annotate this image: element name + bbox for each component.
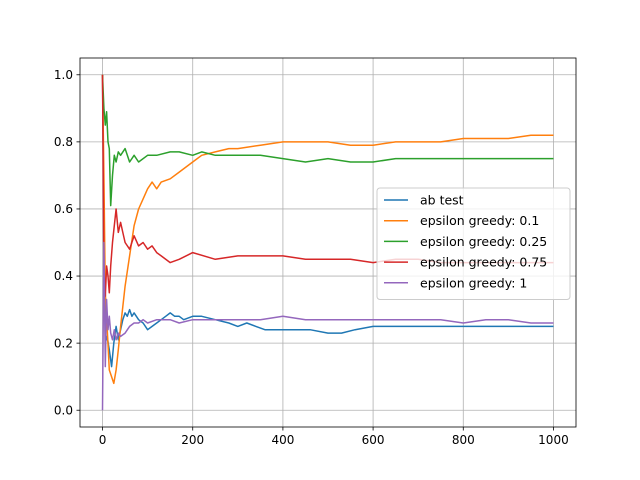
y-tick-label: 0.2 <box>54 336 73 350</box>
y-tick-label: 0.8 <box>54 135 73 149</box>
legend-label: epsilon greedy: 0.1 <box>420 213 539 228</box>
y-tick-label: 1.0 <box>54 68 73 82</box>
x-tick-label: 0 <box>99 433 107 447</box>
series-line-2 <box>101 74 554 207</box>
legend: ab test epsilon greedy: 0.1 epsilon greedy… <box>376 187 571 300</box>
legend-label: ab test <box>420 193 464 208</box>
x-tick-label: 200 <box>181 433 204 447</box>
x-tick-label: 400 <box>271 433 294 447</box>
y-tick-label: 0.0 <box>54 403 73 417</box>
legend-label: epsilon greedy: 0.25 <box>420 234 547 249</box>
plot-frame <box>79 57 577 428</box>
series-line-1 <box>101 74 554 385</box>
y-tick-label: 0.4 <box>54 269 73 283</box>
legend-label: epsilon greedy: 1 <box>420 275 527 290</box>
x-tick-label: 1000 <box>538 433 569 447</box>
x-tick-label: 600 <box>362 433 385 447</box>
legend-box <box>376 187 571 300</box>
y-tick-label: 0.6 <box>54 202 73 216</box>
legend-label: epsilon greedy: 0.75 <box>420 255 547 270</box>
series-line-4 <box>101 241 554 411</box>
x-tick-label: 800 <box>452 433 475 447</box>
axis-ticks: 0 200 400 600 800 1000 0.0 0.2 0.4 0.6 0.8 1.0 <box>54 68 569 447</box>
